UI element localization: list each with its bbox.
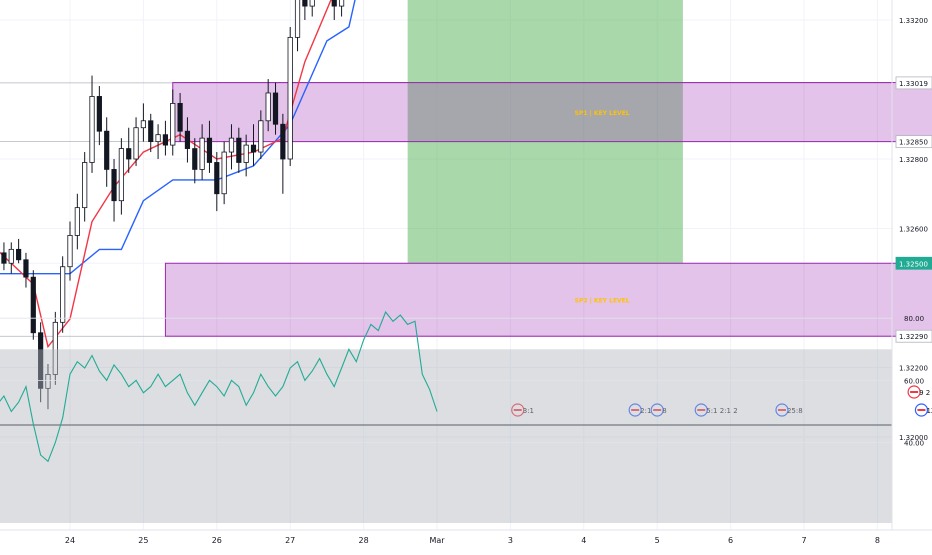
oscillator-line xyxy=(0,310,438,463)
candle-body xyxy=(177,103,183,132)
candle-body xyxy=(8,248,14,264)
candle-body xyxy=(1,252,7,264)
candle-body xyxy=(265,92,271,122)
x-tick-label: 3 xyxy=(508,536,513,545)
flag-stripe xyxy=(777,409,786,411)
candle-body xyxy=(104,130,110,170)
candle-body xyxy=(45,374,51,389)
price-label-badge xyxy=(895,329,932,343)
candle-body xyxy=(82,162,88,209)
candle-body xyxy=(199,137,205,170)
candle-body xyxy=(228,137,235,153)
candle-body xyxy=(221,151,227,195)
x-tick-label: 24 xyxy=(65,536,75,545)
candle-body xyxy=(206,137,213,163)
candle-body xyxy=(214,162,220,195)
candle-body xyxy=(67,235,73,268)
x-tick-label: 4 xyxy=(581,536,586,545)
candle-body xyxy=(140,120,146,129)
y-tick-label: 1.33200 xyxy=(899,17,928,25)
event-label: 3:1 xyxy=(523,407,534,415)
candle-body xyxy=(162,134,169,146)
candle-body xyxy=(250,144,257,153)
event-label: 8 xyxy=(662,407,666,415)
event-label: 5:1 2:1 2 xyxy=(706,407,737,415)
candle-body xyxy=(52,321,58,375)
candle-body xyxy=(23,259,29,278)
x-tick-label: 25 xyxy=(138,536,148,545)
x-tick-label: 8 xyxy=(875,536,880,545)
zone-label: SP2 | KEY LEVEL xyxy=(575,298,630,305)
candle-body xyxy=(309,0,315,7)
candle-body xyxy=(280,123,286,160)
candle-body xyxy=(338,0,345,7)
candle-body xyxy=(148,120,154,143)
oscillator-tick-label: 80.00 xyxy=(904,315,924,323)
zone-label: SP1 | KEY LEVEL xyxy=(575,110,630,117)
fast-moving-average-line xyxy=(0,0,332,349)
x-tick-label: 27 xyxy=(285,536,295,545)
price-label: 1.32290 xyxy=(899,333,928,341)
candle-body xyxy=(118,148,124,202)
event-label: 25:8 xyxy=(787,407,803,415)
key-level-zone[interactable] xyxy=(164,262,932,337)
take-profit-zone xyxy=(407,0,683,264)
y-tick-label: 1.32000 xyxy=(899,434,928,442)
x-tick-label: 5 xyxy=(655,536,660,545)
event-label: 2:1 xyxy=(640,407,651,415)
y-tick-label: 1.32800 xyxy=(899,156,928,164)
price-label: 1.32500 xyxy=(899,260,928,268)
candle-body xyxy=(236,137,242,163)
candle-body xyxy=(294,0,301,38)
flag-stripe xyxy=(631,409,640,411)
flag-stripe xyxy=(910,391,919,393)
flag-stripe xyxy=(513,409,522,411)
price-label-badge xyxy=(895,256,932,270)
x-tick-label: 28 xyxy=(359,536,369,545)
x-tick-label: Mar xyxy=(429,536,445,545)
x-tick-label: 6 xyxy=(728,536,733,545)
price-label: 1.33019 xyxy=(899,80,928,88)
oscillator-band xyxy=(0,349,892,523)
y-tick-label: 1.32600 xyxy=(899,226,928,234)
candle-body xyxy=(272,92,279,125)
candle-body xyxy=(170,103,176,146)
candle-body xyxy=(302,0,308,7)
candle-body xyxy=(133,127,139,160)
flag-stripe xyxy=(697,409,706,411)
oscillator-tick-label: 60.00 xyxy=(904,377,924,385)
candle-body xyxy=(184,130,191,149)
candle-body xyxy=(38,332,44,389)
flag-stripe xyxy=(917,409,926,411)
candle-body xyxy=(287,36,293,160)
candle-body xyxy=(155,134,161,143)
candle-body xyxy=(192,148,198,170)
key-level-zone[interactable] xyxy=(172,82,932,143)
oscillator-tick-label: 40.00 xyxy=(904,440,924,448)
flag-stripe xyxy=(653,409,662,411)
event-label: 12 2 xyxy=(926,407,932,415)
candle-body xyxy=(126,148,132,160)
candle-body xyxy=(258,120,264,153)
y-tick-label: 1.32200 xyxy=(899,365,928,373)
candle-body xyxy=(243,144,249,163)
price-label-badge xyxy=(895,76,932,90)
candle-body xyxy=(331,0,337,7)
candle-body xyxy=(111,169,117,202)
candle-body xyxy=(74,207,80,236)
x-tick-label: 26 xyxy=(212,536,222,545)
price-label: 1.32850 xyxy=(899,139,928,147)
x-tick-label: 7 xyxy=(801,536,806,545)
event-label: 9 2 xyxy=(919,389,930,397)
price-label-badge xyxy=(895,135,932,149)
candle-body xyxy=(89,96,95,163)
candle-body xyxy=(30,276,36,334)
candle-body xyxy=(60,266,66,323)
candle-body xyxy=(16,248,22,261)
candle-body xyxy=(96,96,102,132)
